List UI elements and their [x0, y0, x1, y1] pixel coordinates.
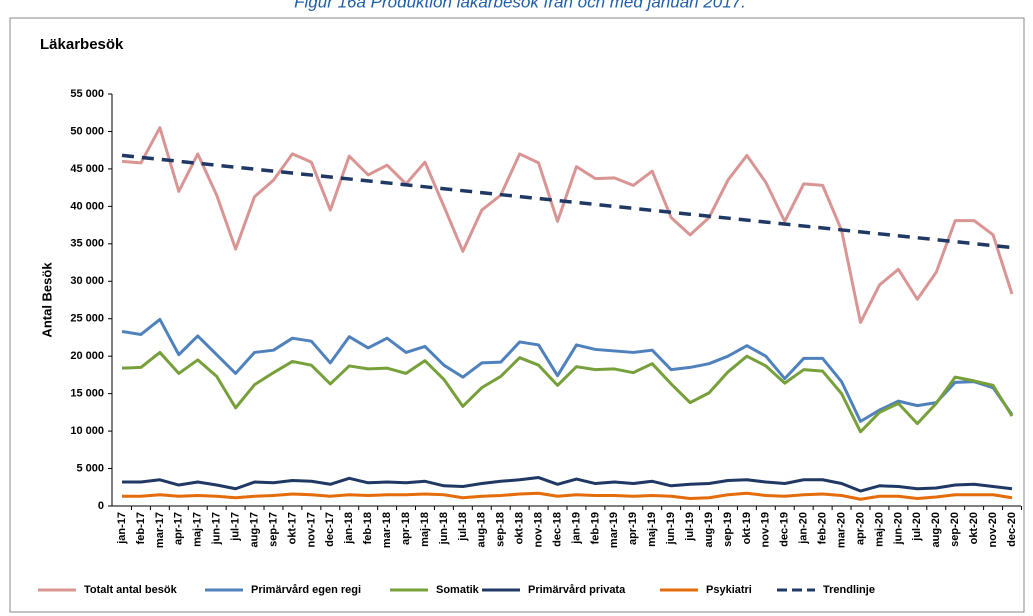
x-tick-label: feb-18 — [362, 512, 374, 544]
series-line — [122, 491, 1013, 501]
x-tick-label: dec-19 — [779, 512, 791, 547]
x-tick-label: mar-20 — [835, 512, 847, 548]
x-tick-label: jan-17 — [116, 512, 128, 545]
x-tick-label: dec-18 — [551, 512, 563, 547]
x-tick-label: apr-17 — [173, 512, 185, 545]
x-tick-label: maj-17 — [192, 512, 204, 547]
x-tick-label: sep-19 — [722, 512, 734, 547]
series-line — [121, 126, 1014, 324]
x-tick-label: jun-17 — [211, 512, 223, 545]
x-tick-label: jul-18 — [457, 512, 469, 542]
x-tick-label: nov-20 — [987, 512, 999, 547]
x-tick-label: feb-17 — [135, 512, 147, 544]
x-tick-label: aug-17 — [248, 512, 260, 547]
x-tick-label: feb-20 — [817, 512, 829, 544]
x-tick-label: maj-18 — [419, 512, 431, 547]
x-tick-label: nov-18 — [533, 512, 545, 547]
y-tick-label: 5 000 — [76, 462, 104, 474]
x-tick-label: jun-19 — [665, 512, 677, 545]
legend-label: Psykiatri — [706, 584, 752, 596]
x-tick-label: sep-20 — [949, 512, 961, 547]
x-tick-label: nov-19 — [760, 512, 772, 547]
trendline — [121, 153, 1013, 250]
x-tick-label: jan-19 — [570, 512, 582, 545]
y-tick-label: 35 000 — [70, 238, 104, 250]
x-tick-label: jan-18 — [343, 512, 355, 545]
x-tick-label: okt-20 — [968, 512, 980, 544]
x-tick-label: apr-18 — [400, 512, 412, 545]
x-tick-label: aug-20 — [930, 512, 942, 547]
y-tick-label: 50 000 — [70, 125, 104, 137]
x-tick-label: apr-19 — [627, 512, 639, 545]
y-tick-label: 45 000 — [70, 163, 104, 175]
y-tick-label: 0 — [98, 500, 104, 512]
series-line — [122, 476, 1013, 493]
x-tick-label: feb-19 — [589, 512, 601, 544]
y-tick-label: 10 000 — [70, 425, 104, 437]
x-tick-label: jan-20 — [798, 512, 810, 545]
x-tick-label: maj-19 — [646, 512, 658, 547]
series-line — [121, 350, 1014, 434]
y-tick-label: 30 000 — [70, 275, 104, 287]
x-tick-label: aug-18 — [476, 512, 488, 547]
x-tick-label: jul-19 — [684, 512, 696, 542]
x-tick-label: dec-20 — [1006, 512, 1018, 547]
y-tick-label: 15 000 — [70, 388, 104, 400]
x-tick-label: jul-20 — [911, 512, 923, 542]
x-tick-label: jun-20 — [892, 512, 904, 545]
legend-label: Totalt antal besök — [84, 584, 178, 596]
y-tick-label: 40 000 — [70, 200, 104, 212]
x-tick-label: mar-17 — [154, 512, 166, 548]
y-tick-label: 20 000 — [70, 350, 104, 362]
x-tick-label: sep-18 — [495, 512, 507, 547]
x-tick-label: okt-17 — [286, 512, 298, 544]
x-tick-label: jun-18 — [438, 512, 450, 545]
x-tick-label: okt-19 — [741, 512, 753, 544]
x-tick-label: okt-18 — [514, 512, 526, 544]
caption: Figur 16a Produktion läkarbesök från och… — [294, 0, 746, 11]
y-tick-label: 55 000 — [70, 88, 104, 100]
x-tick-label: jul-17 — [230, 512, 242, 542]
x-tick-label: mar-19 — [608, 512, 620, 548]
x-tick-label: sep-17 — [267, 512, 279, 547]
chart-frame — [9, 17, 1025, 613]
y-tick-label: 25 000 — [70, 313, 104, 325]
legend-label: Trendlinje — [823, 584, 875, 596]
series-line — [121, 317, 1014, 423]
x-tick-label: apr-20 — [854, 512, 866, 545]
legend-label: Somatik — [436, 584, 480, 596]
y-axis-label: Antal Besök — [39, 262, 54, 338]
legend-label: Primärvård egen regi — [251, 584, 361, 596]
x-tick-label: aug-19 — [703, 512, 715, 547]
x-tick-label: maj-20 — [873, 512, 885, 547]
x-tick-label: mar-18 — [381, 512, 393, 548]
legend-label: Primärvård privata — [528, 584, 626, 596]
x-tick-label: nov-17 — [305, 512, 317, 547]
chart-title: Läkarbesök — [40, 36, 124, 53]
x-tick-label: dec-17 — [324, 512, 336, 547]
